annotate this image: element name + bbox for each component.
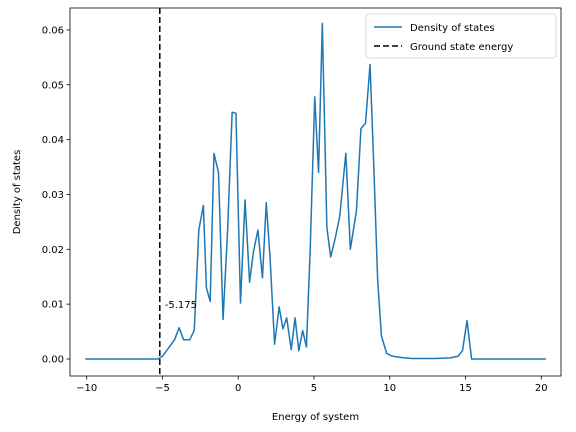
- plot-content: -5.175: [85, 8, 546, 376]
- y-tick-label: 0.02: [42, 245, 64, 256]
- axis-ticks: −10 −5 0 5 10 15 20 0.00 0.01 0.02 0.03 0.04 0.05 0.0…: [42, 25, 548, 394]
- legend-label: Ground state energy: [410, 42, 513, 53]
- y-tick-label: 0.00: [42, 354, 64, 365]
- axes-frame: [69, 7, 562, 377]
- legend-label: Density of states: [410, 23, 495, 34]
- y-tick-label: 0.01: [42, 300, 64, 311]
- y-tick-label: 0.04: [42, 135, 64, 146]
- x-tick-label: 10: [383, 383, 396, 394]
- y-tick-label: 0.06: [42, 25, 64, 36]
- x-axis-label: Energy of system: [272, 412, 359, 423]
- y-tick-label: 0.03: [42, 190, 64, 201]
- x-tick-label: −5: [155, 383, 170, 394]
- x-tick-label: 0: [235, 383, 241, 394]
- legend: Density of states Ground state energy: [365, 13, 557, 59]
- ground-state-annotation: -5.175: [165, 300, 197, 311]
- x-tick-label: 20: [535, 383, 548, 394]
- x-tick-label: 15: [459, 383, 472, 394]
- x-tick-label: 5: [311, 383, 317, 394]
- dos-series-line: [85, 22, 546, 360]
- y-axis-label: Density of states: [12, 150, 23, 235]
- y-tick-label: 0.05: [42, 80, 64, 91]
- legend-box: [365, 13, 557, 59]
- x-tick-label: −10: [76, 383, 97, 394]
